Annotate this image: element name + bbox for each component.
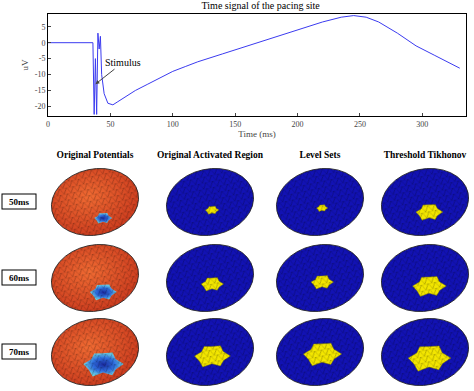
svg-text:Original Activated Region: Original Activated Region <box>157 150 264 160</box>
svg-text:Level Sets: Level Sets <box>300 150 341 160</box>
svg-text:Time (ms): Time (ms) <box>238 129 275 139</box>
svg-text:uV: uV <box>20 59 30 71</box>
svg-text:70ms: 70ms <box>9 347 29 357</box>
svg-text:Stimulus: Stimulus <box>105 57 141 68</box>
svg-text:100: 100 <box>167 120 179 129</box>
svg-text:-5: -5 <box>39 54 46 63</box>
svg-text:60ms: 60ms <box>9 273 29 283</box>
svg-text:Threshold Tikhonov: Threshold Tikhonov <box>384 150 467 160</box>
svg-text:200: 200 <box>292 120 304 129</box>
svg-text:0: 0 <box>46 120 50 129</box>
svg-text:250: 250 <box>354 120 366 129</box>
svg-text:-15: -15 <box>35 86 46 95</box>
svg-text:50: 50 <box>106 120 114 129</box>
svg-text:-10: -10 <box>35 70 46 79</box>
svg-text:Time signal of the pacing site: Time signal of the pacing site <box>202 0 321 11</box>
svg-text:0: 0 <box>41 38 45 47</box>
svg-text:Original Potentials: Original Potentials <box>57 150 134 160</box>
svg-text:5: 5 <box>41 23 45 32</box>
svg-text:-20: -20 <box>35 102 46 111</box>
svg-text:50ms: 50ms <box>9 197 29 207</box>
svg-text:150: 150 <box>229 120 241 129</box>
svg-text:300: 300 <box>416 120 428 129</box>
